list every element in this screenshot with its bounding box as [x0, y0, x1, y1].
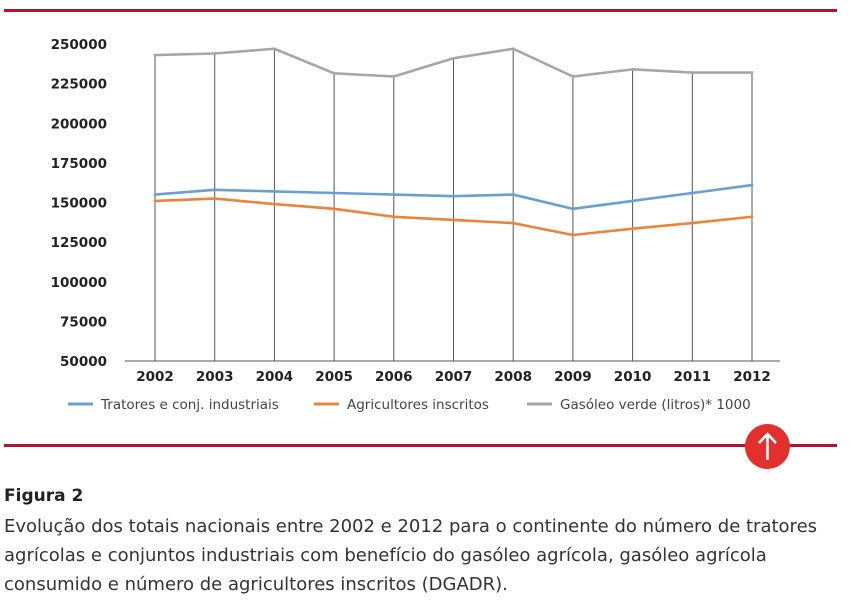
x-tick-label: 2009: [554, 369, 592, 385]
data-point-s2-2005: [332, 207, 336, 211]
data-point-s3-2003: [213, 52, 217, 55]
data-point-s2-2007: [452, 218, 455, 222]
x-tick-label: 2010: [614, 369, 652, 385]
figure-label: Figura 2: [4, 486, 84, 506]
legend-item-3: Gasóleo verde (litros)* 1000: [527, 397, 751, 413]
data-point-s2-2004: [273, 202, 276, 206]
data-point-s3-2011: [690, 71, 694, 74]
data-point-s1-2005: [332, 191, 336, 195]
y-tick-label: 250000: [51, 37, 107, 53]
y-tick-label: 125000: [51, 235, 107, 251]
figure-caption: Evolução dos totais nacionais entre 2002…: [4, 516, 818, 595]
data-point-s3-2008: [511, 47, 515, 51]
data-point-s3-2007: [452, 56, 455, 60]
y-tick-label: 50000: [60, 354, 107, 370]
data-point-s1-2004: [273, 190, 276, 193]
data-point-s2-2010: [631, 227, 634, 231]
data-point-s2-2008: [511, 221, 515, 225]
y-tick-label: 200000: [51, 116, 107, 132]
legend-label: Agricultores inscritos: [347, 397, 489, 413]
x-tick-label: 2008: [494, 369, 532, 385]
scroll-top-button[interactable]: [745, 424, 790, 469]
data-point-s1-2012: [750, 183, 754, 187]
x-tick-label: 2007: [435, 369, 473, 385]
x-tick-label: 2002: [136, 369, 174, 385]
x-tick-label: 2006: [375, 369, 413, 385]
y-tick-label: 225000: [51, 77, 107, 93]
x-tick-label: 2012: [733, 369, 771, 385]
legend-label: Gasóleo verde (litros)* 1000: [560, 397, 751, 413]
data-point-s1-2011: [690, 191, 694, 195]
legend-item-1: Tratores e conj. industriais: [68, 397, 279, 413]
data-point-s1-2008: [511, 193, 515, 196]
legend-item-2: Agricultores inscritos: [314, 397, 489, 413]
y-tick-label: 150000: [51, 196, 107, 212]
data-point-s3-2004: [273, 47, 276, 51]
data-point-s2-2012: [750, 215, 754, 219]
data-point-s1-2010: [631, 199, 634, 203]
arrow-up-icon: [758, 432, 777, 460]
line-chart: 250000 225000 200000 175000 150000 125000 1000…: [51, 37, 780, 413]
y-tick-label: 175000: [51, 156, 107, 172]
x-tick-label: 2011: [674, 369, 712, 385]
x-tick-label: 2003: [196, 369, 234, 385]
x-tick-label: 2005: [315, 369, 353, 385]
data-point-s2-2009: [571, 233, 575, 237]
y-tick-label: 100000: [51, 275, 107, 291]
data-point-s3-2005: [332, 71, 336, 75]
data-point-s1-2003: [213, 188, 217, 192]
data-point-s1-2002: [153, 193, 157, 196]
data-point-s2-2003: [213, 197, 217, 200]
data-point-s1-2006: [392, 193, 396, 196]
data-point-s1-2009: [571, 207, 575, 211]
data-point-s3-2006: [392, 75, 396, 78]
bottom-divider: [4, 444, 837, 447]
y-tick-label: 75000: [60, 314, 107, 330]
top-divider: [4, 9, 837, 12]
data-point-s2-2011: [690, 221, 694, 225]
data-point-s1-2007: [452, 194, 455, 198]
data-point-s3-2009: [571, 75, 575, 78]
data-point-s2-2002: [153, 199, 157, 203]
data-point-s3-2012: [750, 71, 754, 74]
data-point-s2-2006: [392, 215, 396, 219]
legend-label: Tratores e conj. industriais: [100, 397, 279, 413]
x-tick-label: 2004: [256, 369, 294, 385]
data-point-s3-2002: [153, 53, 157, 57]
data-point-s3-2010: [631, 67, 634, 71]
